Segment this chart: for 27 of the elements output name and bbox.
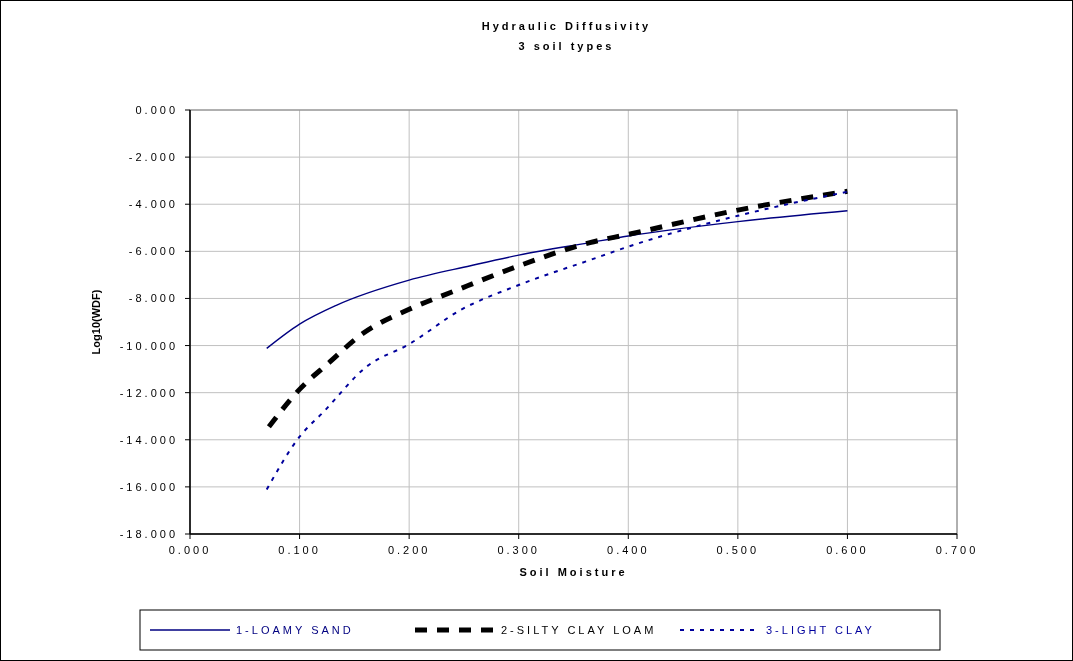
x-tick-label: 0.200	[387, 544, 431, 556]
y-tick-label: -8.000	[128, 292, 178, 305]
text: 3-LIGHT CLAY	[766, 624, 875, 636]
text: 2-SILTY CLAY LOAM	[501, 624, 657, 636]
y-tick-label: -12.000	[119, 386, 178, 399]
x-tick-label: 0.500	[716, 544, 760, 556]
y-tick-label: -16.000	[119, 480, 178, 493]
y-tick-label: -6.000	[128, 245, 178, 258]
line-series	[266, 210, 849, 350]
x-tick-label: 0.700	[935, 544, 979, 556]
y-axis-title: Log10(WDF)	[90, 289, 102, 355]
y-tick-label: -18.000	[119, 528, 178, 540]
y-tick-label: -4.000	[128, 198, 178, 211]
y-tick-label: -14.000	[119, 433, 178, 446]
x-tick-label: 0.600	[826, 544, 869, 556]
line-series	[265, 190, 849, 491]
chart-subtitle: 3 soil types	[518, 40, 615, 52]
x-tick-label: 0.100	[278, 544, 321, 556]
y-tick-label: -2.000	[128, 151, 178, 164]
chart-title: Hydraulic Diffusivity	[481, 20, 652, 32]
x-axis-title: Soil Moisture	[519, 566, 628, 578]
x-tick-label: 0.300	[497, 544, 540, 556]
y-tick-label: -10.000	[119, 339, 178, 352]
x-tick-label: 0.400	[607, 544, 650, 556]
y-tick-label: 0.000	[135, 104, 178, 116]
x-tick-label: 0.000	[168, 544, 212, 556]
text: 1-LOAMY SAND	[236, 624, 354, 636]
